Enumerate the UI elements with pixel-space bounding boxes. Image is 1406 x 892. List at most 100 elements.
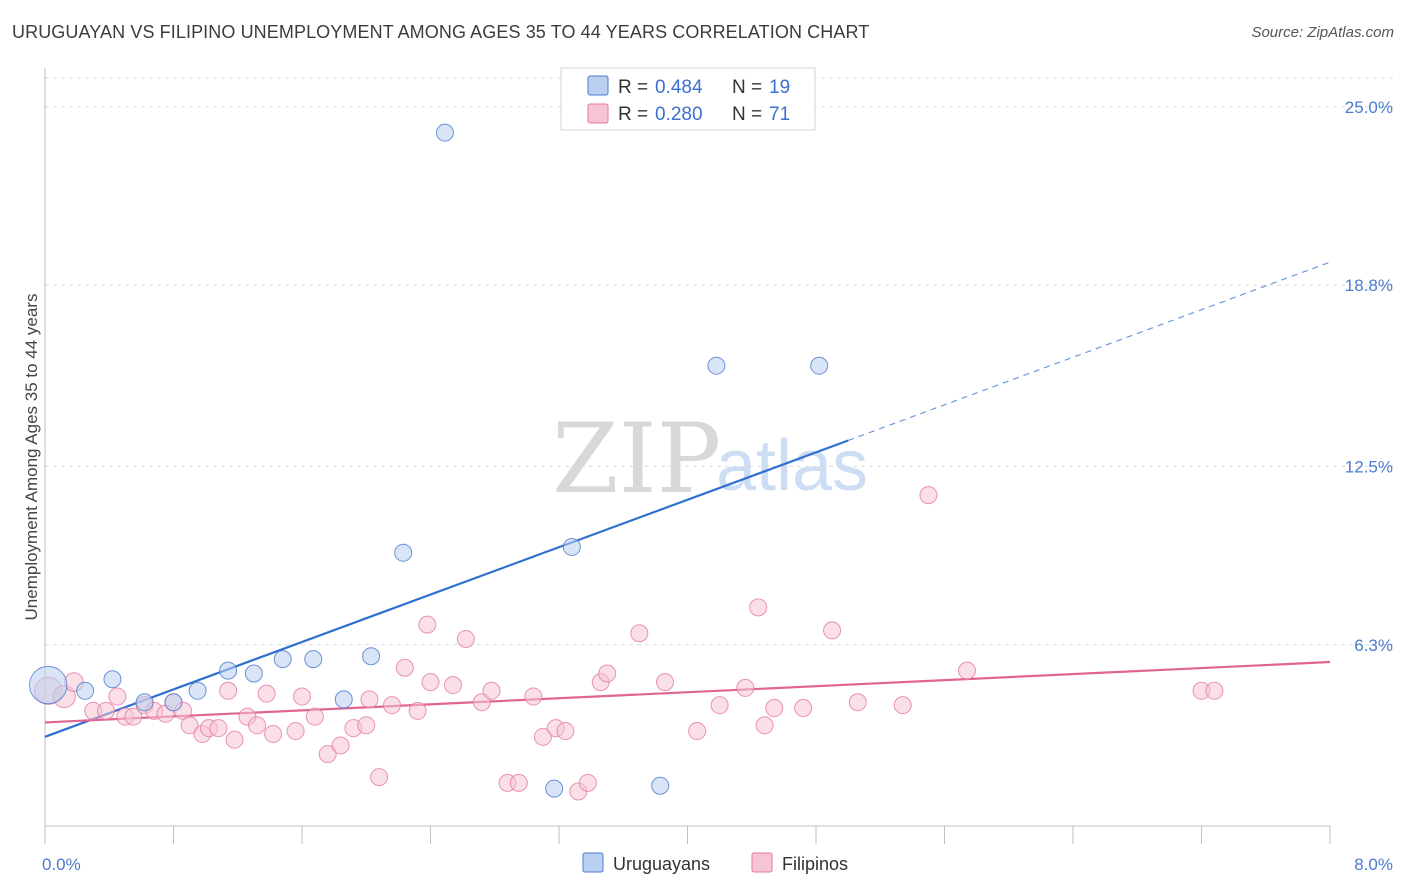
point-filipinos-59 — [794, 699, 813, 718]
point-filipinos-20 — [248, 716, 267, 735]
point-uruguayans-17 — [707, 356, 726, 375]
point-filipinos-25 — [305, 707, 324, 726]
point-filipinos-62 — [893, 696, 912, 715]
point-filipinos-27 — [331, 736, 350, 755]
point-filipinos-60 — [823, 621, 842, 640]
data-points — [29, 123, 1224, 801]
point-filipinos-52 — [656, 673, 675, 692]
point-uruguayans-9 — [304, 650, 323, 669]
legend-r-label-filipinos: R = — [618, 104, 648, 125]
point-filipinos-64 — [957, 661, 976, 680]
y-tick-label-3: 25.0% — [1345, 98, 1393, 117]
point-filipinos-35 — [418, 615, 437, 634]
legend-n-value-uruguayans: 19 — [769, 77, 790, 98]
point-uruguayans-7 — [244, 664, 263, 683]
y-tick-label-2: 18.8% — [1345, 276, 1393, 295]
x-tick-label-max: 8.0% — [1354, 855, 1393, 874]
point-filipinos-24 — [293, 687, 311, 706]
point-filipinos-38 — [456, 630, 475, 648]
point-uruguayans-0 — [29, 665, 68, 705]
point-filipinos-4 — [97, 701, 116, 720]
legend-r-label-uruguayans: R = — [618, 77, 648, 98]
bottom-legend-label-filipinos: Filipinos — [782, 854, 848, 874]
point-filipinos-42 — [509, 773, 528, 792]
point-filipinos-63 — [919, 486, 938, 505]
legend-swatch-filipinos — [587, 103, 609, 124]
point-uruguayans-14 — [545, 779, 564, 798]
point-filipinos-46 — [556, 722, 575, 741]
point-filipinos-40 — [482, 681, 501, 700]
point-uruguayans-5 — [188, 681, 207, 700]
point-uruguayans-6 — [219, 661, 238, 680]
y-axis-label: Unemployment Among Ages 35 to 44 years — [22, 294, 41, 621]
point-filipinos-50 — [598, 664, 617, 683]
point-uruguayans-18 — [810, 356, 829, 375]
point-uruguayans-1 — [76, 681, 95, 700]
point-uruguayans-15 — [562, 537, 581, 556]
point-filipinos-55 — [736, 678, 755, 697]
legend-n-label-uruguayans: N = — [732, 77, 762, 98]
point-uruguayans-12 — [394, 543, 413, 562]
y-tick-label-1: 12.5% — [1345, 457, 1393, 476]
trend-line-filipinos — [44, 660, 1331, 724]
point-filipinos-21 — [257, 684, 276, 703]
bottom-legend-swatch-filipinos — [751, 852, 773, 873]
legend-r-value-uruguayans: 0.484 — [655, 77, 703, 98]
point-uruguayans-2 — [103, 670, 122, 689]
point-filipinos-57 — [755, 716, 774, 735]
x-tick-label-min: 0.0% — [42, 855, 81, 874]
point-filipinos-58 — [765, 699, 784, 718]
point-filipinos-56 — [749, 598, 768, 617]
point-filipinos-7 — [124, 707, 143, 726]
point-uruguayans-4 — [164, 693, 183, 712]
point-filipinos-13 — [180, 716, 199, 735]
point-filipinos-53 — [688, 722, 707, 741]
point-filipinos-44 — [533, 727, 552, 746]
y-tick-label-0: 6.3% — [1354, 636, 1393, 655]
point-filipinos-66 — [1205, 681, 1224, 700]
trend-lines — [44, 261, 1331, 738]
y-tick-labels: 6.3% 12.5% 18.8% 25.0% — [1345, 98, 1393, 655]
trend-line-uruguayans — [44, 439, 849, 738]
point-filipinos-26 — [318, 745, 337, 764]
point-uruguayans-3 — [135, 693, 154, 712]
legend-n-value-filipinos: 71 — [769, 104, 790, 125]
point-uruguayans-10 — [334, 690, 353, 709]
point-filipinos-54 — [710, 696, 729, 715]
point-filipinos-33 — [395, 658, 414, 677]
point-filipinos-31 — [370, 768, 389, 787]
source-credit: Source: ZipAtlas.com — [1251, 24, 1394, 41]
point-filipinos-37 — [443, 676, 462, 695]
point-filipinos-18 — [225, 730, 244, 749]
point-filipinos-34 — [408, 701, 427, 720]
legend-n-label-filipinos: N = — [732, 104, 762, 125]
point-filipinos-61 — [848, 693, 867, 712]
point-filipinos-23 — [286, 722, 305, 741]
bottom-legend-label-uruguayans: Uruguayans — [613, 854, 710, 874]
point-uruguayans-13 — [435, 123, 454, 142]
point-uruguayans-16 — [651, 776, 670, 795]
point-filipinos-32 — [382, 696, 401, 715]
correlation-legend: R = 0.484 N = 19 R = 0.280 N = 71 — [560, 67, 816, 131]
series-legend: Uruguayans Filipinos — [582, 852, 848, 874]
point-uruguayans-8 — [273, 650, 292, 669]
legend-r-value-filipinos: 0.280 — [655, 104, 703, 125]
legend-swatch-uruguayans — [587, 75, 609, 96]
point-filipinos-16 — [209, 719, 228, 738]
point-filipinos-48 — [578, 773, 597, 792]
point-filipinos-30 — [360, 690, 379, 709]
point-filipinos-5 — [108, 687, 127, 706]
point-filipinos-36 — [421, 673, 440, 692]
point-filipinos-17 — [219, 681, 238, 700]
point-filipinos-51 — [630, 624, 649, 643]
point-filipinos-39 — [472, 693, 491, 712]
trend-line-uruguayans-extension — [847, 261, 1331, 442]
point-uruguayans-11 — [362, 647, 381, 666]
watermark-zip: ZIP — [552, 403, 721, 515]
point-filipinos-29 — [357, 716, 376, 735]
point-filipinos-43 — [524, 687, 543, 706]
point-filipinos-22 — [264, 724, 283, 743]
chart-title: URUGUAYAN VS FILIPINO UNEMPLOYMENT AMONG… — [12, 22, 870, 42]
bottom-legend-swatch-uruguayans — [582, 852, 604, 873]
